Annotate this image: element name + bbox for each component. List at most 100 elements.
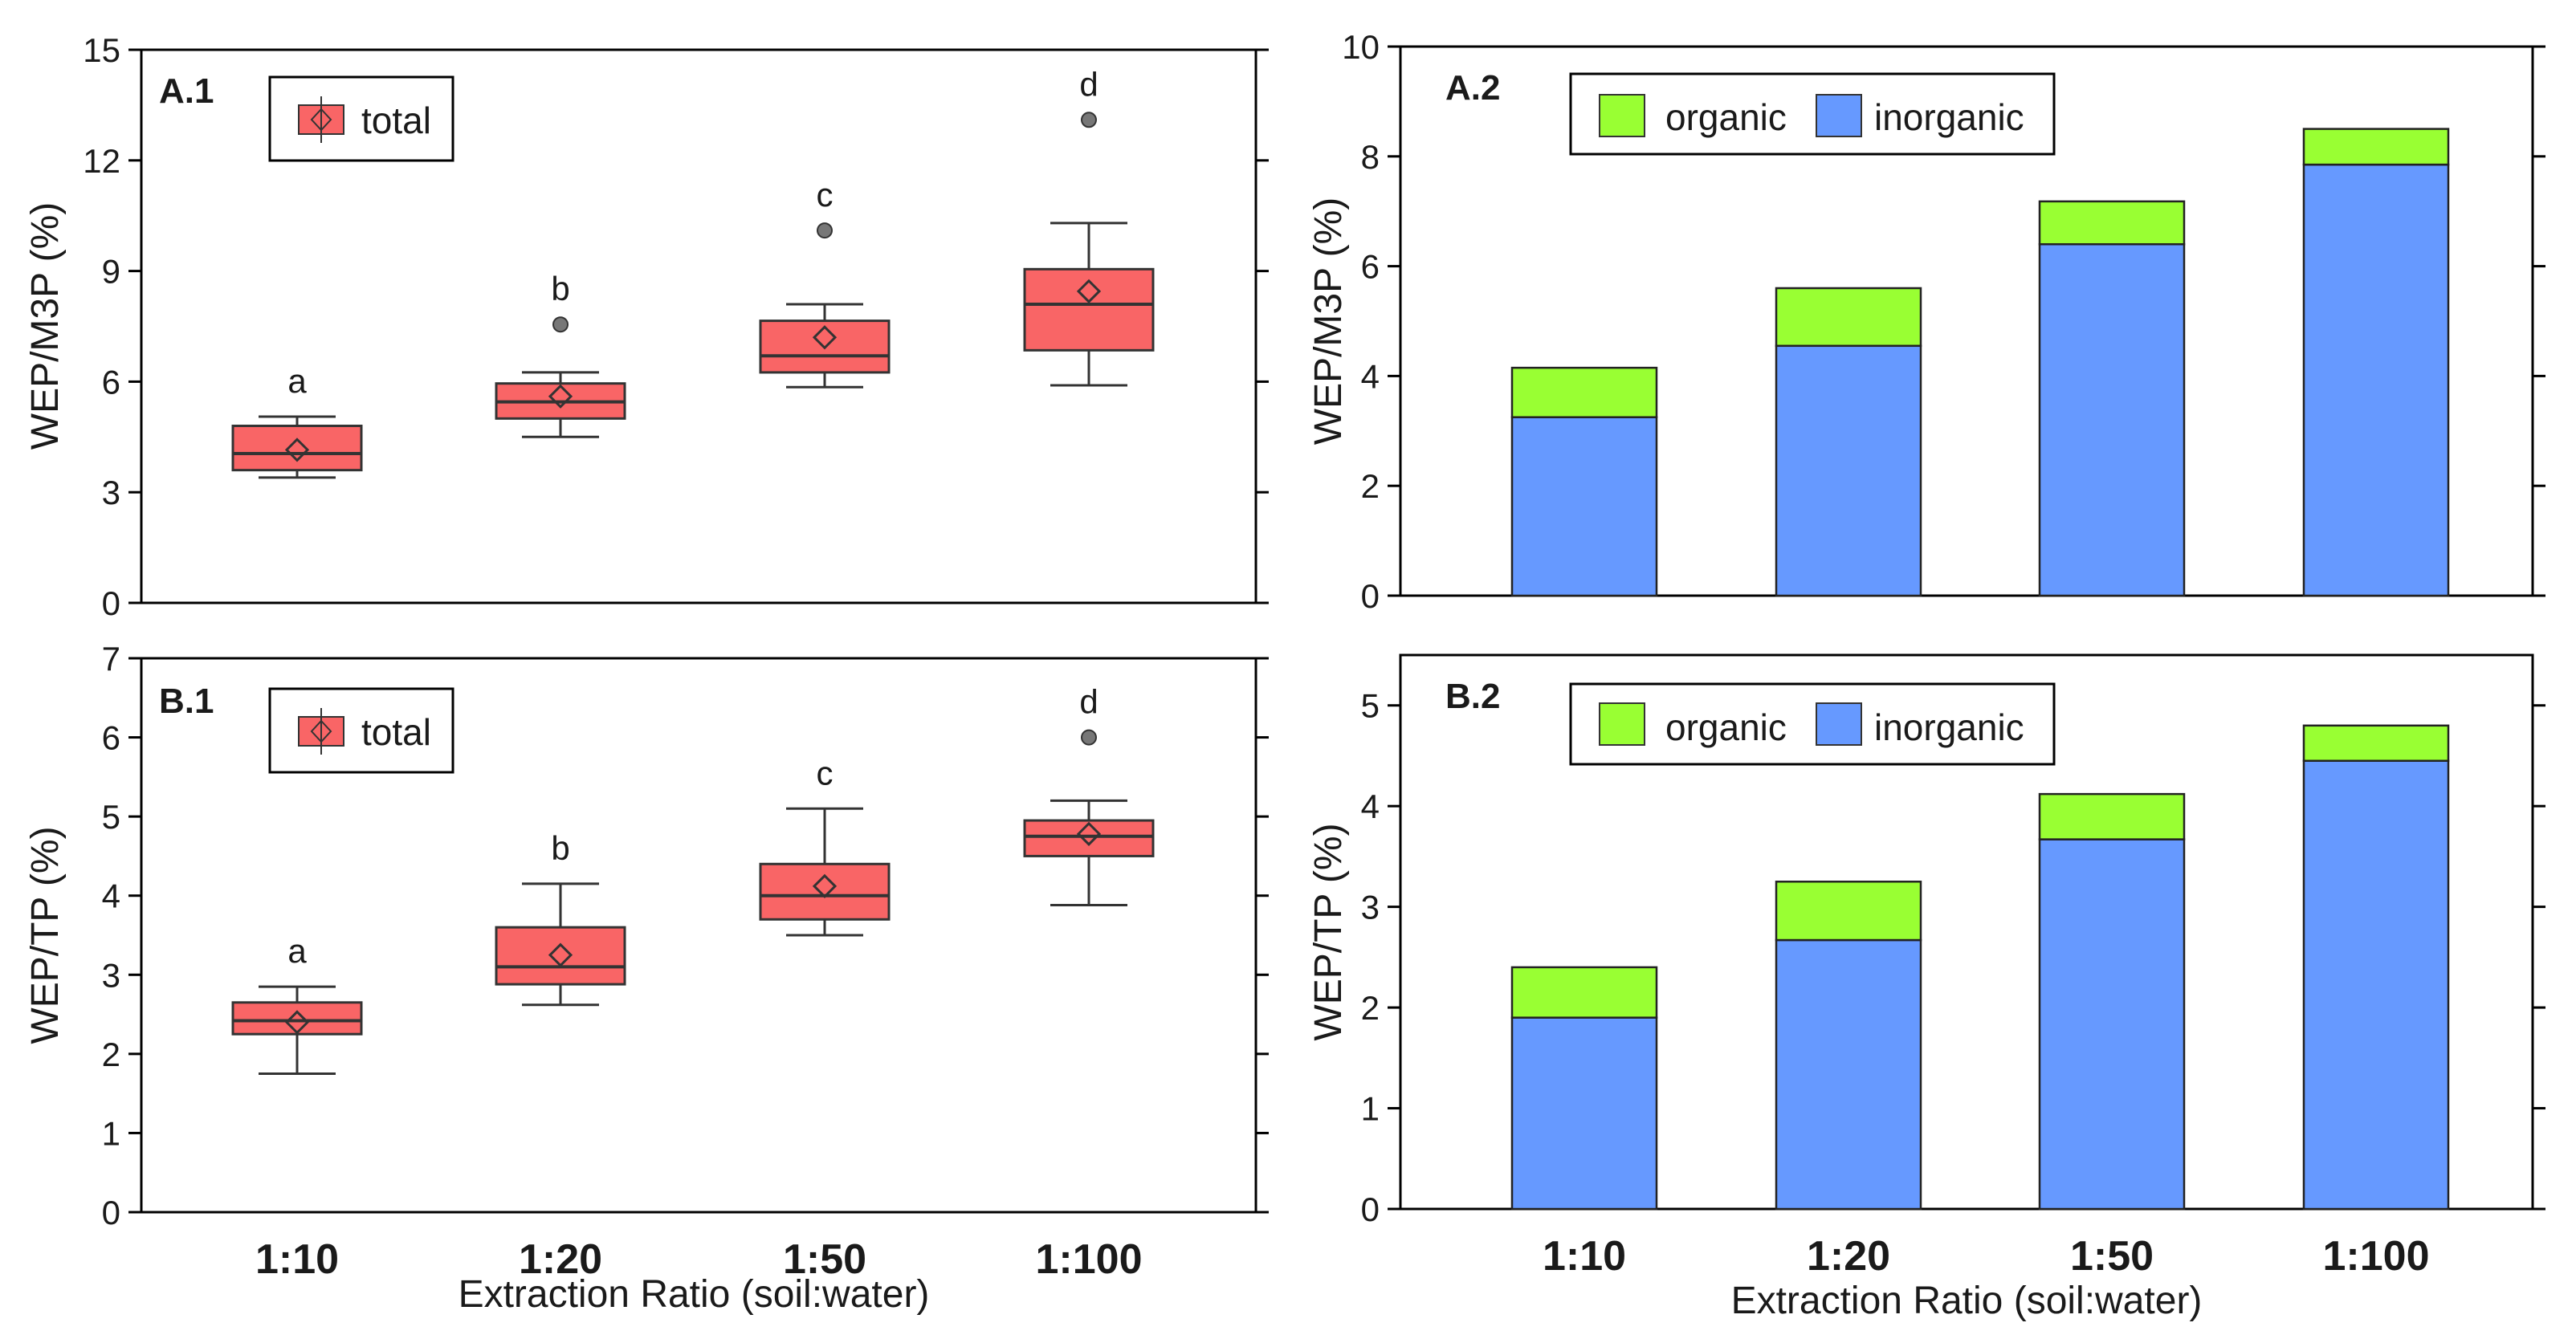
a1-outlier-point [1081,112,1097,128]
a1-mean-marker [1076,279,1102,303]
a2-legend-label-inorganic: inorganic [1874,96,2024,138]
b1-mean-marker [1076,821,1102,846]
a2-y-tick-label: 6 [1361,248,1380,286]
a1-significance-letter: c [817,176,834,214]
a2-panel-label: A.2 [1445,68,1500,108]
a1-boxes: a b c d [231,65,1155,479]
a1-y-tick-label: 9 [102,253,120,291]
a1-legend: total [268,75,454,162]
a2-y-tick-label: 2 [1361,467,1380,505]
panel-a1: A.1 total WEP/M3P (%) 0 3 6 9 12 15 a b c d [24,31,1269,622]
a2-legend-swatch-organic [1599,94,1645,137]
b2-bar-inorganic [2302,759,2450,1211]
b1-y-tick-label: 6 [102,719,120,757]
a1-y-tick-label: 6 [102,363,120,401]
b2-bar-organic [2302,724,2450,762]
a2-bar-organic [2038,200,2186,246]
a2-bar-inorganic [2038,242,2186,597]
a2-legend-box [1569,72,2056,156]
a1-mean-marker [284,438,310,462]
b1-panel-label: B.1 [159,682,214,721]
b2-y-tick-label: 0 [1361,1190,1380,1228]
a2-plot-frame [1399,45,2534,597]
b1-x-tick-label: 1:10 [255,1236,339,1283]
b1-x-tick-label: 1:20 [519,1236,602,1283]
a1-y-axis-title: WEP/M3P (%) [24,202,67,450]
b2-y-tick-label: 3 [1361,889,1380,926]
a1-outlier-point [817,222,833,239]
b2-bar-organic [1510,966,1658,1019]
b2-x-tick-label: 1:20 [1807,1233,1890,1280]
b2-y-tick-label: 4 [1361,788,1380,825]
b1-legend-swatch-diamond [310,719,332,743]
b2-y-tick-label: 5 [1361,687,1380,725]
b1-x-tick-label: 1:50 [783,1236,866,1283]
a2-legend: organic inorganic [1569,72,2056,156]
b1-mean-marker [548,942,573,967]
a1-outlier-point [552,316,569,333]
b1-significance-letter: b [551,829,569,867]
b2-bars [1510,724,2450,1211]
a1-mean-marker [812,325,838,350]
b1-legend-label-total: total [361,711,431,753]
b2-legend-label-inorganic: inorganic [1874,706,2024,748]
a1-panel-label: A.1 [159,71,214,111]
b2-x-tick-label: 1:100 [2323,1233,2430,1280]
a2-y-axis-title: WEP/M3P (%) [1307,197,1350,445]
a2-y-tick-label: 10 [1342,28,1380,66]
b1-y-tick-label: 4 [102,877,120,915]
b1-y-tick-label: 0 [102,1194,120,1231]
a1-significance-letter: d [1079,65,1098,103]
a1-legend-label-total: total [361,100,431,141]
b1-significance-letter: d [1079,683,1098,721]
b2-bar-inorganic [2038,838,2186,1211]
b1-y-tick-label: 1 [102,1114,120,1152]
a1-y-tick-label: 12 [83,142,120,180]
b2-y-tick-label: 1 [1361,1090,1380,1128]
a2-y-tick-label: 4 [1361,357,1380,395]
b1-y-axis-title: WEP/TP (%) [24,826,67,1044]
b1-y-tick-label: 7 [102,640,120,678]
b2-legend-swatch-inorganic [1816,702,1862,746]
a1-plot-frame [140,48,1257,604]
a2-bars [1510,128,2450,597]
b1-mean-marker [812,873,838,899]
b2-legend: organic inorganic [1569,682,2056,766]
b2-y-axis-title: WEP/TP (%) [1307,823,1350,1040]
a2-y-ticks: 0 2 4 6 8 10 [1342,28,2545,615]
panel-b2: B.2 organic inorganic WEP/TP (%) 012345 … [1307,653,2545,1322]
b2-bar-organic [2038,792,2186,840]
a2-bar-inorganic [2302,163,2450,597]
b1-legend: total [268,687,454,774]
b1-x-tick-label: 1:100 [1036,1236,1143,1283]
b2-plot-frame [1399,653,2534,1211]
b1-legend-box [268,687,454,774]
a2-bar-organic [1510,366,1658,418]
a2-bar-inorganic [1775,344,1922,597]
a2-y-tick-label: 0 [1361,577,1380,615]
b1-significance-letter: c [817,754,834,792]
b1-y-tick-label: 3 [102,956,120,994]
b1-outlier-point [1081,729,1097,746]
b1-plot-frame [140,657,1257,1214]
b2-y-ticks: 0 1 2 3 4 5 [1361,687,2545,1228]
a1-significance-letter: a [287,362,307,400]
b2-bar-inorganic [1510,1016,1658,1211]
b2-x-tick-label: 1:10 [1543,1233,1626,1280]
a1-y-tick-label: 0 [102,584,120,622]
b2-legend-swatch-organic [1599,702,1645,746]
a1-box [1023,267,1155,352]
b1-significance-letter: a [287,932,307,970]
a1-box [231,425,363,472]
b1-x-ticks: 1:10 1:20 1:50 1:100 [255,1236,1143,1283]
a2-legend-swatch-inorganic [1816,94,1862,137]
b2-legend-label-organic: organic [1665,706,1787,748]
b2-legend-box [1569,682,2056,766]
b1-mean-marker [284,1010,310,1035]
a2-legend-label-organic: organic [1665,96,1787,138]
b2-panel-label: B.2 [1445,677,1500,716]
a1-y-ticks: 0 3 6 9 12 15 [83,31,1269,622]
b1-y-ticks: 0 1 2 3 4 5 6 7 [102,640,1269,1231]
b2-x-tick-label: 1:50 [2070,1233,2154,1280]
